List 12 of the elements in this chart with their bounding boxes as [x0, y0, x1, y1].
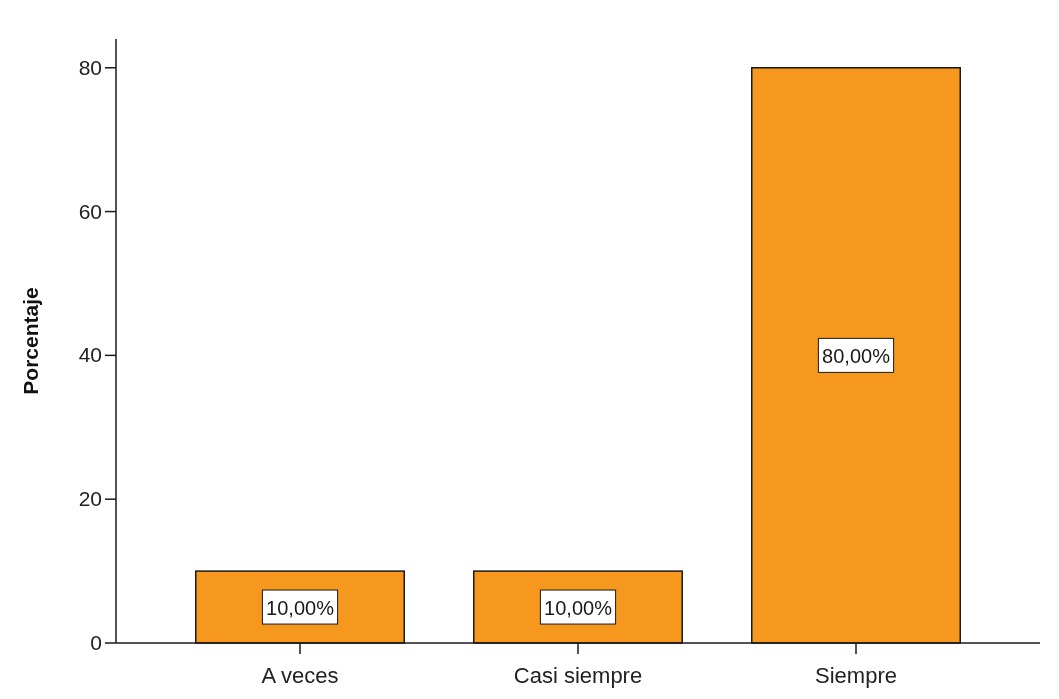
data-label: 10,00%	[544, 596, 613, 619]
data-label: 80,00%	[822, 344, 891, 367]
y-tick-label: 20	[78, 487, 102, 511]
x-tick-label: Siempre	[815, 663, 897, 688]
x-tick-label: Casi siempre	[513, 663, 643, 688]
y-axis-title: Porcentaje	[19, 287, 42, 395]
y-tick-label: 0	[90, 631, 102, 654]
data-label: 10,00%	[266, 596, 335, 619]
y-tick-label: 60	[78, 199, 102, 223]
x-tick-label: A veces	[261, 663, 339, 688]
y-tick-label: 80	[78, 55, 102, 79]
y-tick-label: 40	[78, 343, 102, 367]
